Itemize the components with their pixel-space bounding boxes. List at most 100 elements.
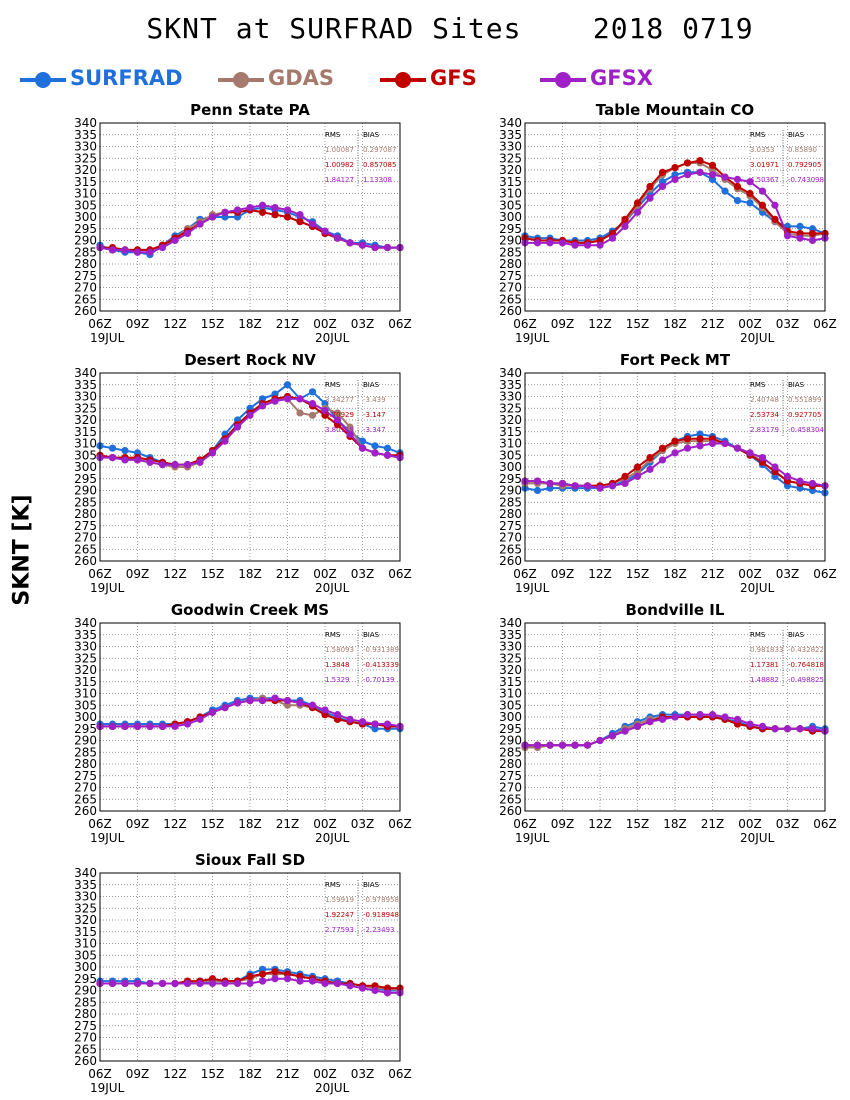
y-tick-label: 330 (499, 140, 522, 154)
data-point-gfsx (358, 241, 367, 249)
data-point-gfsx (771, 463, 779, 471)
chart-panel-bondville-il: Bondville IL3403353303253203153103053002… (499, 601, 837, 845)
x-date-label: 20JUL (740, 331, 775, 345)
y-tick-label: 325 (74, 651, 97, 665)
data-point-gfs (683, 159, 692, 167)
y-tick-label: 320 (74, 663, 97, 677)
data-point-gfsx (621, 479, 629, 488)
data-point-gfsx (208, 449, 217, 457)
data-point-gfsx (746, 449, 754, 457)
x-tick-label: 12Z (163, 817, 187, 831)
x-date-label: 19JUL (90, 831, 125, 845)
plot-frame (99, 872, 401, 1062)
y-tick-label: 340 (499, 616, 522, 630)
stats-bias-gfs: -0.413339 (363, 661, 399, 669)
data-point-gfsx (708, 171, 717, 179)
stats-rms-gdas: 0.981833 (750, 646, 783, 654)
data-point-gfsx (258, 402, 267, 410)
data-point-gfsx (133, 979, 142, 988)
x-date-label: 20JUL (315, 331, 350, 345)
data-point-gfsx (646, 465, 654, 473)
y-tick-label: 275 (74, 269, 97, 283)
x-tick-label: 06Z (388, 567, 412, 581)
data-point-gfs (271, 211, 279, 219)
y-tick-label: 265 (499, 292, 522, 306)
y-tick-label: 275 (499, 269, 522, 283)
y-tick-label: 275 (74, 769, 97, 783)
data-point-gfsx (733, 444, 742, 452)
stats-bias-gfsx: -0.743098 (788, 176, 824, 184)
y-tick-label: 310 (499, 187, 522, 201)
data-point-gfsx (371, 986, 379, 995)
data-point-gfsx (258, 696, 267, 705)
y-tick-label: 305 (499, 448, 522, 462)
chart-panel-fort-peck-mt: Fort Peck MT3403353303253203153103053002… (499, 351, 837, 595)
y-tick-label: 320 (74, 913, 97, 927)
y-tick-label: 295 (74, 222, 97, 236)
x-tick-label: 21Z (276, 817, 300, 831)
data-point-gfsx (683, 711, 692, 719)
x-tick-label: 09Z (551, 817, 575, 831)
data-point-gfs (258, 208, 267, 216)
data-point-gfsx (371, 243, 379, 252)
data-point-gfs (621, 215, 629, 223)
x-date-label: 19JUL (90, 1081, 125, 1095)
data-point-gfsx (321, 706, 329, 714)
stats-bias-gfs: 0.927705 (788, 411, 821, 419)
y-tick-label: 280 (499, 507, 522, 521)
data-point-gfsx (796, 477, 804, 485)
data-point-gfsx (596, 241, 604, 249)
x-tick-label: 15Z (626, 817, 650, 831)
x-tick-label: 06Z (88, 1067, 112, 1081)
x-tick-label: 09Z (551, 567, 575, 581)
data-point-gfsx (346, 715, 354, 723)
data-point-gfsx (533, 741, 542, 749)
y-tick-label: 300 (499, 210, 522, 224)
data-point-gfsx (158, 243, 167, 252)
stats-header-bias: BIAS (788, 131, 805, 139)
y-tick-label: 285 (74, 245, 97, 259)
y-tick-label: 315 (499, 675, 522, 689)
y-tick-label: 340 (499, 366, 522, 380)
y-tick-label: 290 (74, 984, 97, 998)
chart-panel-goodwin-creek-ms: Goodwin Creek MS 340335330325320315310305… (74, 601, 412, 845)
data-point-gfsx (333, 979, 342, 988)
data-point-gfsx (108, 454, 117, 462)
y-tick-label: 270 (499, 531, 522, 545)
data-point-gfs (771, 215, 779, 223)
y-tick-label: 290 (499, 484, 522, 498)
data-point-gfs (646, 182, 654, 191)
x-tick-label: 09Z (126, 567, 150, 581)
stats-bias-gdas: 0.85890 (788, 146, 817, 154)
data-point-gfsx (333, 234, 342, 242)
data-point-gfsx (721, 713, 729, 721)
y-tick-label: 325 (499, 401, 522, 415)
data-point-gfsx (546, 479, 554, 488)
x-date-label: 20JUL (315, 1081, 350, 1095)
data-point-gfsx (746, 178, 754, 186)
stats-bias-gfsx: -0.70139 (363, 676, 394, 684)
stats-rms-gdas: 1.00087 (325, 146, 354, 154)
y-tick-label: 325 (74, 901, 97, 915)
x-tick-label: 15Z (201, 317, 225, 331)
data-point-gfsx (283, 696, 292, 705)
stats-header-rms: RMS (325, 631, 341, 639)
legend-label-gfs: GFS (430, 66, 477, 90)
x-tick-label: 00Z (738, 567, 762, 581)
stats-header-bias: BIAS (363, 631, 380, 639)
data-point-gfsx (121, 246, 129, 254)
stats-rms-gfsx: 1.48882 (750, 676, 779, 684)
y-tick-label: 330 (499, 390, 522, 404)
data-point-gfsx (758, 454, 767, 462)
stats-header-bias: BIAS (788, 631, 805, 639)
x-tick-label: 03Z (351, 317, 375, 331)
x-tick-label: 12Z (588, 317, 612, 331)
chart-panel-desert-rock-nv: Desert Rock NV 34033533032532031531030530… (74, 351, 412, 595)
y-tick-label: 300 (74, 210, 97, 224)
stats-header-rms: RMS (750, 381, 766, 389)
stats-header-bias: BIAS (788, 381, 805, 389)
chart-panel-table-mountain-co: Table Mountain CO34033533032532031531030… (499, 101, 837, 345)
data-point-gfsx (546, 741, 554, 749)
data-point-gfsx (221, 437, 229, 445)
stats-header-rms: RMS (325, 381, 341, 389)
